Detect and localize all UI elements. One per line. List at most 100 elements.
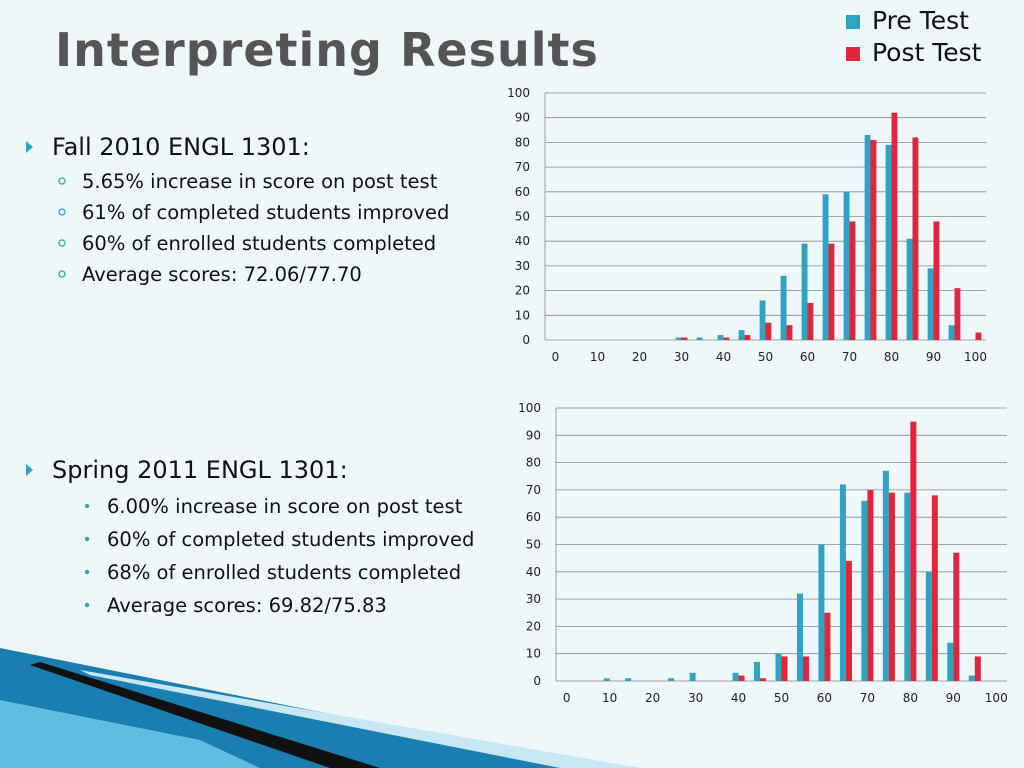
- x-tick-label: 20: [632, 350, 647, 364]
- bar: [953, 552, 960, 681]
- bar: [912, 137, 919, 340]
- bar: [780, 275, 787, 340]
- bullet-item: Average scores: 72.06/77.70: [82, 263, 362, 286]
- bar: [904, 492, 911, 681]
- bullet-icon: [26, 464, 33, 476]
- x-tick-label: 100: [964, 350, 987, 364]
- y-tick-label: 30: [515, 259, 530, 273]
- x-tick-label: 90: [926, 350, 941, 364]
- x-tick-label: 90: [946, 691, 961, 705]
- bullet-icon: [84, 569, 90, 575]
- x-tick-label: 40: [716, 350, 731, 364]
- bar: [885, 144, 892, 340]
- bar: [888, 492, 895, 681]
- x-tick-label: 50: [758, 350, 773, 364]
- bullet-item: Average scores: 69.82/75.83: [107, 594, 387, 617]
- x-tick-label: 70: [842, 350, 857, 364]
- x-tick-label: 0: [552, 350, 560, 364]
- bar: [723, 337, 730, 340]
- y-tick-label: 60: [515, 185, 530, 199]
- bar: [738, 330, 745, 340]
- bar: [947, 642, 954, 681]
- bar: [744, 335, 751, 340]
- bar: [675, 337, 682, 340]
- bar: [807, 302, 814, 340]
- x-tick-label: 70: [860, 691, 875, 705]
- y-tick-label: 30: [526, 592, 541, 606]
- y-tick-label: 70: [526, 483, 541, 497]
- bar: [974, 656, 981, 681]
- x-tick-label: 20: [645, 691, 660, 705]
- y-tick-label: 70: [515, 160, 530, 174]
- y-tick-label: 10: [515, 308, 530, 322]
- bar: [910, 421, 917, 681]
- y-tick-label: 40: [526, 565, 541, 579]
- y-tick-label: 20: [526, 619, 541, 633]
- bar: [802, 656, 809, 681]
- y-tick-label: 50: [526, 538, 541, 552]
- bar: [906, 238, 913, 340]
- bar: [861, 500, 868, 681]
- bar: [867, 489, 874, 681]
- x-tick-label: 60: [817, 691, 832, 705]
- bullet-icon: [58, 270, 66, 278]
- bar: [822, 194, 829, 340]
- bullet-item: 60% of completed students improved: [107, 528, 474, 551]
- bar: [849, 221, 856, 340]
- bar: [732, 672, 739, 681]
- y-tick-label: 40: [515, 234, 530, 248]
- y-tick-label: 60: [526, 510, 541, 524]
- bullet-item: 61% of completed students improved: [82, 201, 449, 224]
- x-tick-label: 60: [800, 350, 815, 364]
- x-tick-label: 10: [602, 691, 617, 705]
- bar: [681, 337, 688, 340]
- bar: [818, 544, 825, 681]
- bar: [968, 675, 975, 681]
- x-tick-label: 100: [985, 691, 1008, 705]
- bar: [927, 268, 934, 340]
- y-tick-label: 80: [515, 135, 530, 149]
- bullet-icon: [84, 602, 90, 608]
- bar: [738, 675, 745, 681]
- decor: [80, 670, 640, 768]
- bar: [775, 653, 782, 681]
- bar: [870, 139, 877, 340]
- bar: [689, 672, 696, 681]
- bar: [933, 221, 940, 340]
- bullet-icon: [58, 177, 66, 185]
- y-tick-label: 100: [518, 401, 541, 415]
- bar: [760, 678, 767, 681]
- x-tick-label: 80: [884, 350, 899, 364]
- legend-label: Pre Test: [872, 6, 969, 35]
- bar: [696, 337, 703, 340]
- bullet-icon: [58, 208, 66, 216]
- y-tick-label: 90: [526, 428, 541, 442]
- bar: [948, 325, 955, 340]
- bar: [954, 288, 961, 340]
- y-tick-label: 0: [522, 333, 530, 347]
- y-tick-label: 20: [515, 284, 530, 298]
- bullet-icon: [58, 239, 66, 247]
- bar: [931, 495, 938, 681]
- bar: [786, 325, 793, 340]
- y-tick-label: 100: [507, 86, 530, 100]
- decor: [30, 662, 380, 768]
- bullets: Fall 2010 ENGL 1301: Spring 2011 ENGL 13…: [26, 133, 348, 484]
- bar: [603, 678, 610, 681]
- bullet-item: 68% of enrolled students completed: [107, 561, 461, 584]
- y-tick-label: 80: [526, 456, 541, 470]
- bar: [925, 571, 932, 681]
- y-tick-label: 10: [526, 647, 541, 661]
- bar: [824, 612, 831, 681]
- heading: Spring 2011 ENGL 1301:: [52, 456, 348, 484]
- slide-title: Interpreting Results: [55, 23, 599, 77]
- x-tick-label: 30: [674, 350, 689, 364]
- bar: [668, 678, 675, 681]
- x-tick-label: 30: [688, 691, 703, 705]
- decor: [0, 700, 260, 768]
- bar: [828, 243, 835, 340]
- x-tick-label: 10: [590, 350, 605, 364]
- legend: Pre Test Post Test: [846, 6, 982, 67]
- x-tick-label: 50: [774, 691, 789, 705]
